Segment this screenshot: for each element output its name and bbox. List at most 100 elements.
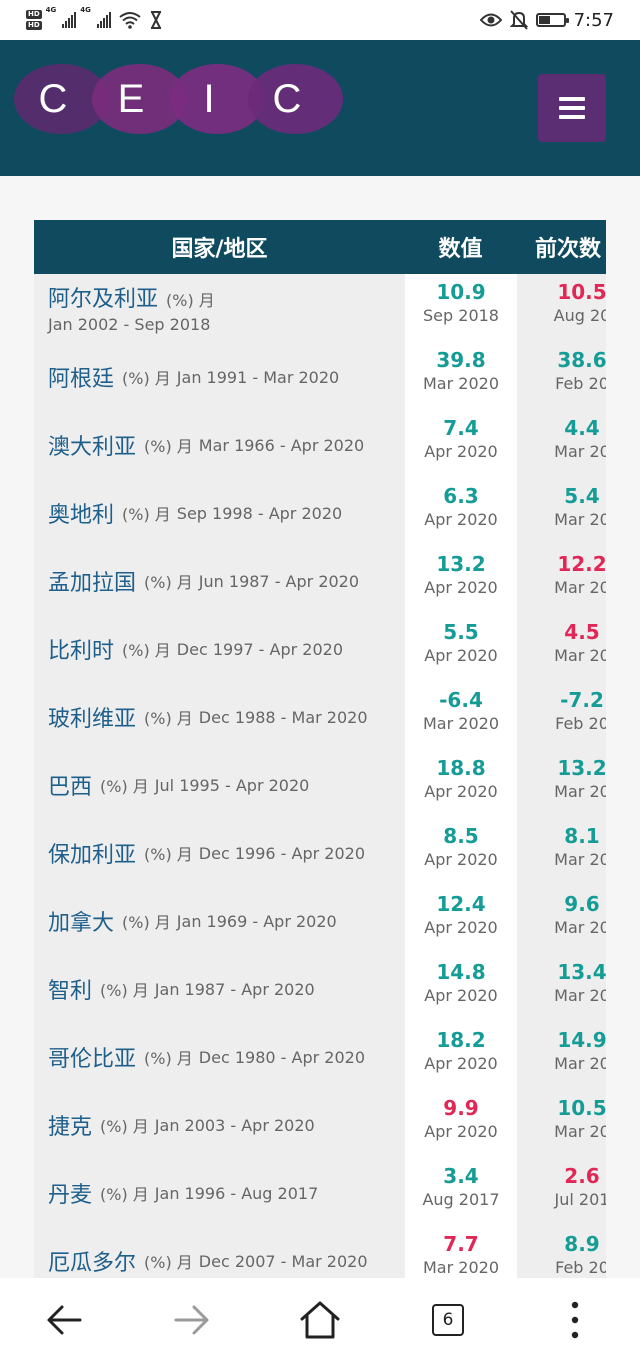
battery-icon: [535, 13, 569, 27]
country-cell[interactable]: 厄瓜多尔 (%) 月 Dec 2007 - Mar 2020: [48, 1234, 398, 1278]
date-range: Dec 2007 - Mar 2020: [198, 1251, 368, 1271]
unit-label: (%) 月: [122, 505, 171, 524]
table-row[interactable]: 保加利亚 (%) 月 Dec 1996 - Apr 2020 8.5 Apr 2020 8…: [34, 818, 606, 886]
country-name-link[interactable]: 阿根廷: [48, 367, 115, 392]
country-cell[interactable]: 捷克 (%) 月 Jan 2003 - Apr 2020: [48, 1098, 398, 1152]
previous-date: Mar 20: [554, 918, 606, 937]
clock: 7:57: [573, 9, 614, 31]
status-right: 7:57: [479, 6, 614, 34]
country-cell[interactable]: 阿尔及利亚 (%) 月 Jan 2002 - Sep 2018: [48, 280, 398, 334]
country-name-link[interactable]: 澳大利亚: [48, 435, 137, 460]
table-row[interactable]: 捷克 (%) 月 Jan 2003 - Apr 2020 9.9 Apr 2020 10.…: [34, 1090, 606, 1158]
eye-icon: [479, 13, 502, 27]
table-row[interactable]: 厄瓜多尔 (%) 月 Dec 2007 - Mar 2020 7.7 Mar 2020 8…: [34, 1226, 606, 1278]
previous-number: 12.2: [557, 552, 606, 576]
table-row[interactable]: 巴西 (%) 月 Jul 1995 - Apr 2020 18.8 Apr 2020 13…: [34, 750, 606, 818]
status-bar: HD HD 4G 4G 7:57: [0, 0, 640, 40]
value-number: 3.4: [443, 1164, 479, 1188]
value-cell: 14.8 Apr 2020: [405, 960, 517, 1005]
back-button[interactable]: [40, 1298, 88, 1342]
country-cell[interactable]: 丹麦 (%) 月 Jan 1996 - Aug 2017: [48, 1166, 398, 1220]
country-cell[interactable]: 加拿大 (%) 月 Jan 1969 - Apr 2020: [48, 894, 398, 948]
hamburger-menu-button[interactable]: [538, 74, 606, 142]
table-row[interactable]: 丹麦 (%) 月 Jan 1996 - Aug 2017 3.4 Aug 2017 2.6…: [34, 1158, 606, 1226]
table-row[interactable]: 比利时 (%) 月 Dec 1997 - Apr 2020 5.5 Apr 2020 4.…: [34, 614, 606, 682]
country-name-link[interactable]: 巴西: [48, 775, 93, 800]
date-range: Jan 2003 - Apr 2020: [154, 1115, 315, 1135]
table-row[interactable]: 加拿大 (%) 月 Jan 1969 - Apr 2020 12.4 Apr 2020 9…: [34, 886, 606, 954]
country-name-link[interactable]: 奥地利: [48, 503, 115, 528]
previous-cell: 2.6 Jul 201: [517, 1164, 606, 1209]
table-row[interactable]: 智利 (%) 月 Jan 1987 - Apr 2020 14.8 Apr 2020 13…: [34, 954, 606, 1022]
previous-date: Feb 20: [555, 1258, 606, 1277]
country-name-link[interactable]: 孟加拉国: [48, 571, 137, 596]
country-name-link[interactable]: 玻利维亚: [48, 707, 137, 732]
country-name-link[interactable]: 保加利亚: [48, 843, 137, 868]
logo-letter: I: [203, 76, 215, 121]
country-cell[interactable]: 比利时 (%) 月 Dec 1997 - Apr 2020: [48, 622, 398, 676]
table-row[interactable]: 澳大利亚 (%) 月 Mar 1966 - Apr 2020 7.4 Apr 2020 4…: [34, 410, 606, 478]
date-range: Jan 1996 - Aug 2017: [154, 1183, 319, 1203]
forward-button[interactable]: [168, 1298, 216, 1342]
country-name-link[interactable]: 阿尔及利亚: [48, 286, 159, 312]
value-cell: 18.2 Apr 2020: [405, 1028, 517, 1073]
table-row[interactable]: 哥伦比亚 (%) 月 Dec 1980 - Apr 2020 18.2 Apr 2020…: [34, 1022, 606, 1090]
value-date: Apr 2020: [424, 442, 498, 461]
previous-cell: 4.4 Mar 20: [517, 416, 606, 461]
country-cell[interactable]: 玻利维亚 (%) 月 Dec 1988 - Mar 2020: [48, 690, 398, 744]
previous-number: -7.2: [560, 688, 604, 712]
country-cell[interactable]: 澳大利亚 (%) 月 Mar 1966 - Apr 2020: [48, 418, 398, 472]
country-cell[interactable]: 保加利亚 (%) 月 Dec 1996 - Apr 2020: [48, 826, 398, 880]
tabs-button[interactable]: 6: [428, 1298, 468, 1342]
value-number: 7.7: [443, 1232, 479, 1256]
country-name-link[interactable]: 智利: [48, 979, 93, 1004]
table-row[interactable]: 阿根廷 (%) 月 Jan 1991 - Mar 2020 39.8 Mar 2020 3…: [34, 342, 606, 410]
table-row[interactable]: 奥地利 (%) 月 Sep 1998 - Apr 2020 6.3 Apr 2020 5.…: [34, 478, 606, 546]
value-cell: 7.7 Mar 2020: [405, 1232, 517, 1277]
date-range: Dec 1980 - Apr 2020: [198, 1047, 365, 1067]
value-cell: 3.4 Aug 2017: [405, 1164, 517, 1209]
unit-label: (%) 月: [122, 369, 171, 388]
bell-off-icon: [509, 10, 528, 30]
ceic-logo[interactable]: C E I C: [14, 64, 344, 134]
value-cell: 18.8 Apr 2020: [405, 756, 517, 801]
table-row[interactable]: 孟加拉国 (%) 月 Jun 1987 - Apr 2020 13.2 Apr 2020…: [34, 546, 606, 614]
country-cell[interactable]: 孟加拉国 (%) 月 Jun 1987 - Apr 2020: [48, 554, 398, 608]
country-cell[interactable]: 巴西 (%) 月 Jul 1995 - Apr 2020: [48, 758, 398, 812]
country-name-link[interactable]: 丹麦: [48, 1183, 93, 1208]
previous-cell: 14.9 Mar 20: [517, 1028, 606, 1073]
home-button[interactable]: [296, 1298, 344, 1342]
hd-badge: HD: [26, 10, 42, 19]
country-name-link[interactable]: 哥伦比亚: [48, 1047, 137, 1072]
table-row[interactable]: 玻利维亚 (%) 月 Dec 1988 - Mar 2020 -6.4 Mar 2020…: [34, 682, 606, 750]
country-name-link[interactable]: 捷克: [48, 1115, 93, 1140]
country-name-link[interactable]: 比利时: [48, 639, 115, 664]
value-date: Apr 2020: [424, 918, 498, 937]
previous-number: 10.5: [557, 1096, 606, 1120]
unit-label: (%) 月: [144, 709, 193, 728]
table-header: 国家/地区 数值 前次数: [34, 220, 606, 274]
previous-date: Mar 20: [554, 1054, 606, 1073]
value-cell: 6.3 Apr 2020: [405, 484, 517, 529]
country-name-link[interactable]: 加拿大: [48, 911, 115, 936]
country-name-link[interactable]: 厄瓜多尔: [48, 1251, 137, 1276]
country-cell[interactable]: 阿根廷 (%) 月 Jan 1991 - Mar 2020: [48, 350, 398, 404]
country-cell[interactable]: 奥地利 (%) 月 Sep 1998 - Apr 2020: [48, 486, 398, 540]
previous-cell: 38.6 Feb 20: [517, 348, 606, 393]
header-country[interactable]: 国家/地区: [171, 237, 268, 262]
tabs-icon: 6: [432, 1304, 464, 1336]
app-header: C E I C: [0, 40, 640, 176]
more-menu-button[interactable]: [560, 1298, 590, 1342]
date-range: Jul 1995 - Apr 2020: [154, 775, 310, 795]
header-value[interactable]: 数值: [438, 237, 483, 262]
value-date: Apr 2020: [424, 646, 498, 665]
previous-cell: 12.2 Mar 20: [517, 552, 606, 597]
hamburger-icon-bar: [559, 115, 585, 119]
header-previous[interactable]: 前次数: [535, 237, 602, 262]
country-cell[interactable]: 哥伦比亚 (%) 月 Dec 1980 - Apr 2020: [48, 1030, 398, 1084]
value-date: Apr 2020: [424, 850, 498, 869]
country-cell[interactable]: 智利 (%) 月 Jan 1987 - Apr 2020: [48, 962, 398, 1016]
table-row[interactable]: 阿尔及利亚 (%) 月 Jan 2002 - Sep 2018 10.9 Sep 201…: [34, 274, 606, 342]
hamburger-icon-bar: [559, 97, 585, 101]
previous-cell: 5.4 Mar 20: [517, 484, 606, 529]
